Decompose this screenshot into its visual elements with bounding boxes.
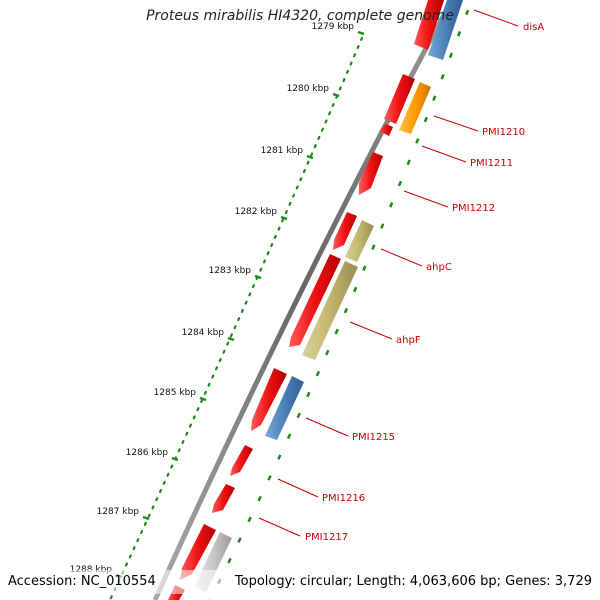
gene-arrow[interactable]	[289, 254, 341, 347]
scale-tick-label: 1279 kbp	[312, 22, 355, 32]
scale-tick-label: 1287 kbp	[97, 507, 140, 517]
gene-label-leader-line	[305, 417, 349, 437]
gene-label[interactable]: ahpF	[396, 335, 421, 346]
scale-tick-label: 1281 kbp	[261, 146, 304, 156]
scale-tick-mark	[280, 215, 288, 221]
map-title: Proteus mirabilis HI4320, complete genom…	[146, 8, 454, 24]
gene-label[interactable]: PMI1215	[352, 432, 395, 443]
gene-arrow[interactable]	[251, 368, 287, 431]
scale-axis-line	[108, 36, 364, 600]
scale-tick-mark	[332, 92, 340, 98]
scale-tick-label: 1283 kbp	[209, 266, 252, 276]
gene-label-leader-line	[380, 248, 423, 267]
gene-arrow[interactable]	[359, 152, 383, 195]
accession-text: Accession: NC_010554	[8, 574, 156, 589]
gene-arrow[interactable]	[384, 74, 415, 124]
gene-label[interactable]: ahpC	[426, 262, 452, 273]
gene-label-leader-line	[349, 321, 393, 340]
scale-tick-label: 1284 kbp	[182, 328, 225, 338]
scale-tick-mark	[357, 30, 365, 36]
scale-tick-label: 1285 kbp	[154, 388, 197, 398]
gene-features	[168, 0, 463, 600]
gene-label[interactable]: disA	[523, 22, 544, 33]
gene-label[interactable]: PMI1216	[322, 493, 365, 504]
gene-label-leader-line	[403, 190, 449, 208]
gene-arrow-blue[interactable]	[428, 0, 463, 60]
gene-label-leader-line	[473, 9, 519, 27]
genome-summary-text: Topology: circular; Length: 4,063,606 bp…	[234, 574, 592, 589]
gene-label-leader-line	[277, 478, 319, 498]
gene-arrow[interactable]	[212, 484, 235, 513]
gene-arrow-blue[interactable]	[265, 376, 304, 440]
scale-tick-mark	[142, 515, 150, 521]
gene-arrow[interactable]	[379, 124, 393, 136]
gene-label[interactable]: PMI1211	[470, 158, 513, 169]
gene-arrow[interactable]	[414, 0, 444, 50]
gene-label[interactable]: PMI1212	[452, 203, 495, 214]
scale-tick-label: 1282 kbp	[235, 207, 278, 217]
scale-tick-label: 1286 kbp	[126, 448, 169, 458]
gene-arrow[interactable]	[180, 524, 216, 580]
gene-label[interactable]: PMI1217	[305, 532, 348, 543]
gene-label-leader-line	[433, 115, 479, 132]
scale-tick-label: 1280 kbp	[287, 84, 330, 94]
gene-arrow-orange[interactable]	[399, 82, 431, 134]
scale-ticks: 1279 kbp 1280 kbp 1281 kbp 1282 kbp 1283 kbp…	[70, 22, 365, 579]
scale-tick-mark	[306, 154, 314, 160]
scale-tick-mark	[171, 456, 179, 462]
gene-labels: disA PMI1210 PMI1211 PMI1212 ahpC ahpF PMI1215…	[258, 9, 544, 543]
gene-arrow[interactable]	[230, 445, 253, 476]
footer-background	[0, 570, 600, 594]
scale-tick-mark	[254, 274, 262, 280]
gene-label-leader-line	[258, 517, 301, 537]
gene-arrow-olive[interactable]	[302, 261, 358, 360]
gene-label-leader-line	[421, 145, 467, 163]
gene-arrow-olive[interactable]	[345, 220, 374, 262]
scale-tick-mark	[227, 336, 235, 342]
gene-arrow[interactable]	[333, 212, 357, 250]
scale-tick-mark	[199, 396, 207, 402]
gene-label[interactable]: PMI1210	[482, 127, 525, 138]
